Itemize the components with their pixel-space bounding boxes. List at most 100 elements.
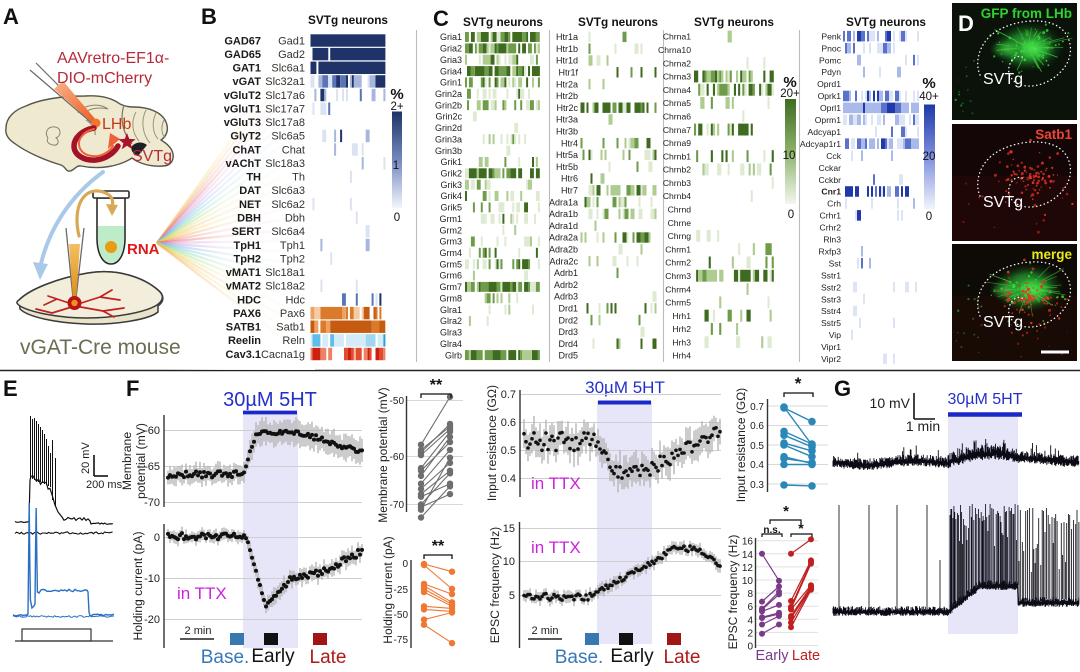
svg-text:GlyT2: GlyT2 (230, 131, 261, 143)
svg-text:Late: Late (792, 648, 820, 664)
svg-text:Late: Late (310, 647, 347, 667)
svg-text:Glra1: Glra1 (440, 305, 462, 315)
svg-text:D: D (958, 11, 974, 36)
svg-text:Sst: Sst (829, 258, 842, 268)
svg-text:Drd3: Drd3 (558, 327, 578, 337)
svg-text:Chat: Chat (282, 144, 305, 156)
svg-text:Slc17a7: Slc17a7 (265, 104, 305, 116)
svg-text:Grm1: Grm1 (440, 214, 463, 224)
svg-text:10 mV: 10 mV (870, 395, 911, 411)
svg-text:Hdc: Hdc (285, 294, 305, 306)
svg-text:Slc6a2: Slc6a2 (271, 199, 305, 211)
svg-text:C: C (433, 6, 449, 31)
svg-text:Glra3: Glra3 (440, 328, 462, 338)
svg-text:Adrb2: Adrb2 (554, 280, 578, 290)
svg-text:Early: Early (755, 648, 789, 664)
svg-text:Htr4: Htr4 (561, 138, 578, 148)
svg-text:16: 16 (742, 537, 754, 548)
svg-text:2 min: 2 min (185, 625, 212, 637)
svg-text:1: 1 (393, 160, 399, 172)
svg-text:Htr2b: Htr2b (556, 91, 578, 101)
svg-text:A: A (3, 4, 19, 29)
svg-text:Membrane: Membrane (120, 432, 134, 490)
svg-text:Adra1d: Adra1d (549, 221, 578, 231)
svg-text:0: 0 (402, 559, 408, 570)
svg-text:Chrnb3: Chrnb3 (663, 178, 691, 188)
svg-text:Htr2a: Htr2a (556, 79, 578, 89)
svg-text:Pax6: Pax6 (280, 308, 305, 320)
svg-text:Gria3: Gria3 (440, 55, 462, 65)
svg-text:Slc18a1: Slc18a1 (265, 267, 305, 279)
svg-text:Tph2: Tph2 (280, 253, 305, 265)
svg-text:0.6: 0.6 (501, 417, 516, 429)
svg-text:Slc18a3: Slc18a3 (265, 158, 305, 170)
svg-text:SVTg: SVTg (132, 148, 172, 165)
svg-text:Adra2c: Adra2c (549, 256, 578, 266)
svg-text:Grin3a: Grin3a (435, 134, 462, 144)
svg-text:Grik5: Grik5 (440, 203, 462, 213)
svg-text:0: 0 (154, 532, 160, 544)
svg-text:0.7: 0.7 (501, 389, 516, 401)
svg-text:Chrna10: Chrna10 (658, 45, 691, 55)
svg-text:Adra2b: Adra2b (549, 245, 578, 255)
svg-text:Htr5b: Htr5b (556, 162, 578, 172)
svg-text:Chrng: Chrng (668, 231, 692, 241)
svg-text:Chrnb4: Chrnb4 (663, 191, 691, 201)
svg-text:Sstr1: Sstr1 (821, 270, 841, 280)
svg-text:SATB1: SATB1 (226, 322, 261, 334)
svg-text:NET: NET (239, 199, 261, 211)
svg-text:Grin1: Grin1 (440, 78, 462, 88)
svg-text:LHb: LHb (102, 116, 131, 133)
svg-text:2 min: 2 min (532, 625, 559, 637)
svg-text:40+: 40+ (919, 91, 939, 103)
svg-text:Cav3.1: Cav3.1 (226, 349, 261, 361)
svg-text:Adrb3: Adrb3 (554, 292, 578, 302)
svg-text:-60: -60 (390, 452, 405, 463)
svg-text:Grm3: Grm3 (440, 237, 463, 247)
svg-text:Adra1a: Adra1a (549, 197, 578, 207)
svg-text:SVTg neurons: SVTg neurons (846, 15, 926, 29)
svg-text:vGAT-Cre mouse: vGAT-Cre mouse (20, 336, 181, 359)
svg-text:Input resistance (GΩ): Input resistance (GΩ) (485, 385, 499, 501)
svg-text:6: 6 (747, 602, 753, 613)
svg-text:vGluT3: vGluT3 (224, 117, 261, 129)
svg-text:SVTg: SVTg (983, 314, 1023, 331)
svg-text:in TTX: in TTX (177, 584, 227, 603)
svg-text:in TTX: in TTX (531, 538, 581, 557)
svg-text:Cckar: Cckar (819, 163, 842, 173)
svg-text:-50: -50 (390, 396, 405, 407)
svg-text:vAChT: vAChT (226, 158, 262, 170)
svg-text:Grin3b: Grin3b (435, 146, 462, 156)
svg-text:Htr6: Htr6 (561, 174, 578, 184)
svg-text:30µM 5HT: 30µM 5HT (947, 391, 1022, 408)
svg-text:Grin2b: Grin2b (435, 100, 462, 110)
svg-text:Slc6a1: Slc6a1 (271, 63, 305, 75)
svg-text:Input resistance (GΩ): Input resistance (GΩ) (734, 388, 748, 502)
svg-text:Satb1: Satb1 (1035, 127, 1072, 142)
svg-text:Dbh: Dbh (285, 213, 305, 225)
svg-text:Cckbr: Cckbr (819, 175, 842, 185)
svg-text:Drd4: Drd4 (558, 339, 578, 349)
svg-text:SVTg: SVTg (983, 194, 1023, 211)
svg-text:Sstr5: Sstr5 (821, 318, 841, 328)
svg-text:Th: Th (292, 172, 305, 184)
svg-text:200 ms: 200 ms (86, 479, 123, 491)
svg-text:Drd1: Drd1 (558, 304, 578, 314)
svg-text:Grm5: Grm5 (440, 259, 463, 269)
svg-text:8: 8 (747, 589, 753, 600)
svg-text:Chrm2: Chrm2 (665, 258, 691, 268)
svg-text:Grin2a: Grin2a (435, 89, 462, 99)
svg-text:Grik2: Grik2 (440, 169, 462, 179)
svg-text:-75: -75 (394, 635, 409, 646)
svg-text:Drd5: Drd5 (558, 351, 578, 361)
svg-text:Slc6a5: Slc6a5 (271, 131, 305, 143)
svg-text:0.5: 0.5 (750, 441, 764, 452)
svg-text:TpH1: TpH1 (234, 240, 262, 252)
svg-text:Holding current (pA): Holding current (pA) (381, 536, 395, 643)
svg-text:Vipr2: Vipr2 (821, 354, 841, 364)
svg-text:30µM 5HT: 30µM 5HT (223, 389, 317, 411)
svg-text:GFP from LHb: GFP from LHb (981, 6, 1072, 21)
svg-text:Htr5a: Htr5a (556, 150, 578, 160)
svg-text:Chrm4: Chrm4 (665, 284, 691, 294)
svg-text:Sstr4: Sstr4 (821, 306, 841, 316)
